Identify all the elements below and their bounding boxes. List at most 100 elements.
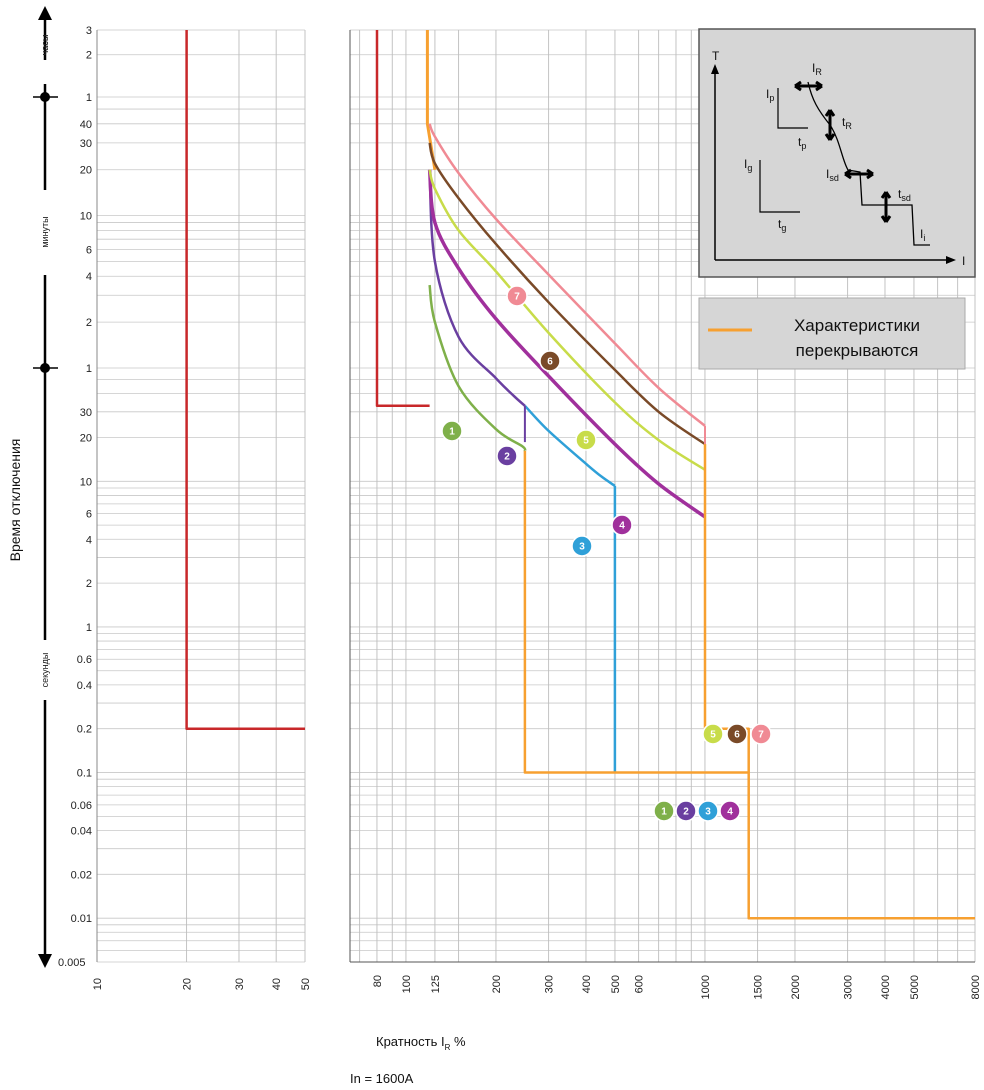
marker-disc — [571, 535, 593, 557]
inset-label-Ip: Ip — [766, 87, 774, 103]
x-tick: 300 — [544, 975, 556, 993]
curves — [185, 30, 975, 920]
curve-series-2 — [428, 169, 526, 407]
inset-label-tsd: tsd — [898, 187, 911, 203]
y-tick-hours: 3 — [86, 25, 92, 37]
marker-label: 1 — [661, 807, 667, 818]
y-tick-seconds: 0.6 — [77, 654, 92, 666]
y-tick-minutes: 1 — [86, 363, 92, 375]
inset-label-Isd: Isd — [826, 167, 839, 183]
inset-arrow-y — [711, 64, 719, 74]
y-tick-minutes: 2 — [86, 317, 92, 329]
marker-disc — [441, 420, 463, 442]
x-tick: 2000 — [790, 975, 802, 999]
y-axis-arrow-up — [38, 6, 52, 20]
marker-label: 2 — [683, 807, 689, 818]
curve-series-4 — [427, 169, 707, 519]
curve-series-6 — [428, 142, 706, 446]
y-tick-seconds: 30 — [80, 407, 92, 419]
x-tick: 600 — [634, 975, 646, 993]
marker-label: 2 — [504, 452, 510, 463]
x-tick: 1000 — [700, 975, 712, 999]
marker-disc — [726, 723, 748, 745]
inset-curve-p — [777, 88, 808, 129]
x-tick-left: 40 — [271, 978, 283, 990]
inset-label-Ii: Ii — [920, 227, 925, 243]
marker-group-b-3: 3 — [697, 800, 719, 822]
y-tick-seconds: 0.1 — [77, 768, 92, 780]
inset-label-Ig: Ig — [744, 157, 752, 173]
marker-disc — [702, 723, 724, 745]
time-band-label: минуты — [40, 216, 50, 247]
nominal-current-label: In = 1600A — [350, 1071, 414, 1086]
y-tick-seconds: 4 — [86, 534, 92, 546]
y-tick-hours: 1 — [86, 92, 92, 104]
y-axis-title: Время отключения — [7, 439, 23, 562]
legend-text-line2: перекрываются — [796, 341, 919, 360]
marker-label: 1 — [449, 427, 455, 438]
marker-label: 4 — [727, 807, 733, 818]
x-tick-left: 50 — [300, 978, 312, 990]
marker-label: 6 — [547, 357, 553, 368]
y-tick-seconds: 0.06 — [71, 800, 92, 812]
inset-curve-main — [807, 81, 930, 246]
marker-group-a-7: 7 — [750, 723, 772, 745]
marker-group-b-2: 2 — [675, 800, 697, 822]
inset-label-T: T — [712, 49, 720, 63]
marker-4: 4 — [611, 514, 633, 536]
x-tick: 1500 — [753, 975, 765, 999]
marker-disc — [719, 800, 741, 822]
marker-disc — [697, 800, 719, 822]
time-band-label: часы — [40, 35, 50, 56]
marker-label: 5 — [710, 730, 716, 741]
legend-box — [698, 297, 966, 370]
x-tick: 400 — [581, 975, 593, 993]
marker-2: 2 — [496, 445, 518, 467]
marker-7: 7 — [506, 285, 528, 307]
marker-label: 6 — [734, 730, 740, 741]
inset-box — [698, 28, 976, 278]
marker-disc — [575, 429, 597, 451]
x-tick-left: 30 — [234, 978, 246, 990]
inset-label-tR: tR — [842, 115, 852, 131]
inset-label-IR: IR — [812, 61, 822, 77]
x-tick-left: 20 — [182, 978, 194, 990]
curve-series-1 — [428, 284, 527, 452]
curve-series-3 — [523, 404, 616, 487]
y-tick-seconds: 1 — [86, 622, 92, 634]
marker-1: 1 — [441, 420, 463, 442]
x-tick: 80 — [372, 975, 384, 987]
y-tick-seconds: 0.4 — [77, 680, 92, 692]
x-tick: 200 — [491, 975, 503, 993]
marker-group-b-1: 1 — [653, 800, 675, 822]
inset-curve-g — [759, 160, 800, 213]
y-tick-seconds: 0.02 — [71, 869, 92, 881]
legend: Характеристики перекрываются — [698, 297, 966, 370]
red-curve-left — [185, 30, 305, 730]
inset-arrow-Isd — [844, 168, 874, 180]
time-band-label: часы — [40, 35, 50, 56]
x-tick: 100 — [401, 975, 413, 993]
inset-schematic: T I Ip tp Ig tg IR tR Isd tsd Ii — [698, 28, 976, 278]
marker-6: 6 — [539, 350, 561, 372]
y-tick-hours: 2 — [86, 50, 92, 62]
inset-arrow-x — [946, 256, 956, 264]
y-tick-seconds: 2 — [86, 578, 92, 590]
y-tick-minutes: 6 — [86, 244, 92, 256]
left-panel-grid — [96, 29, 306, 963]
marker-disc — [653, 800, 675, 822]
y-tick-seconds: 0.005 — [58, 957, 86, 969]
curve-markers: 1 2 3 4 5 6 7 5 6 7 1 2 3 4 — [441, 285, 772, 822]
marker-group-b-4: 4 — [719, 800, 741, 822]
inset-label-tp: tp — [798, 135, 806, 151]
marker-disc — [611, 514, 633, 536]
marker-disc — [675, 800, 697, 822]
inset-arrow-tsd — [880, 191, 892, 223]
legend-text-line1: Характеристики — [794, 316, 920, 335]
y-tick-minutes: 20 — [80, 165, 92, 177]
marker-label: 7 — [758, 730, 764, 741]
x-tick: 125 — [430, 975, 442, 993]
curve-series-7 — [428, 123, 706, 427]
curve-series-5 — [428, 169, 706, 471]
y-tick-minutes: 4 — [86, 271, 92, 283]
